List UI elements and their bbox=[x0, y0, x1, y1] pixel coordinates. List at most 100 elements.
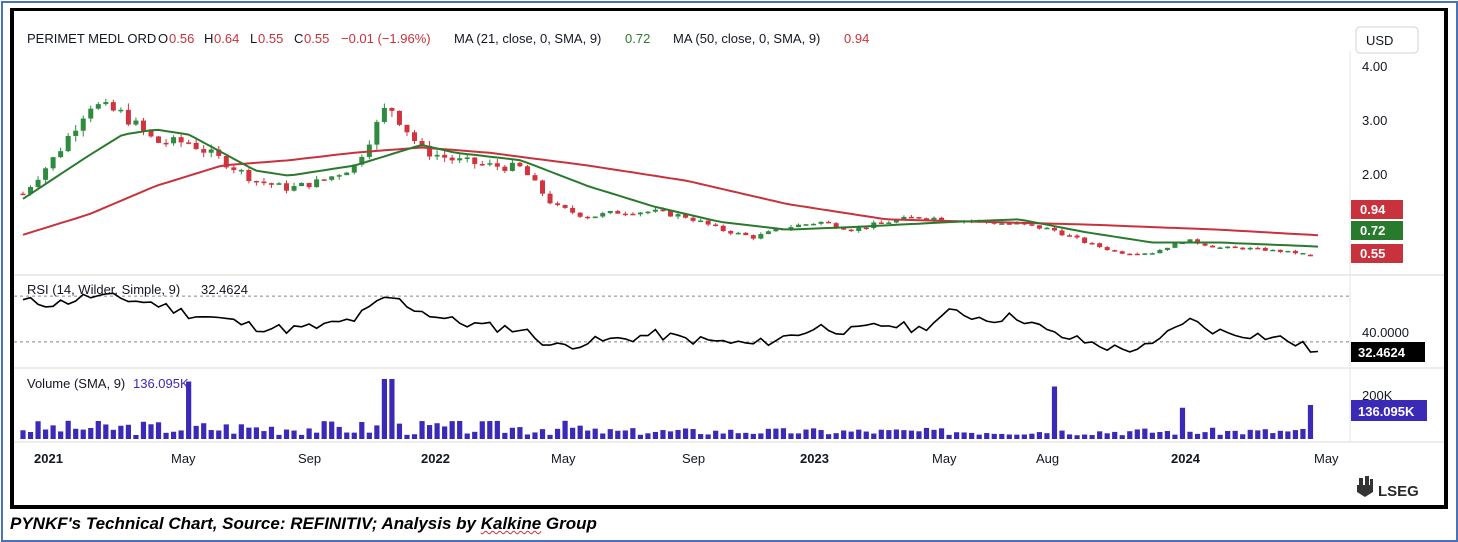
candle-up bbox=[103, 102, 109, 105]
volume-bar bbox=[1074, 435, 1080, 439]
volume-bar bbox=[893, 429, 899, 439]
volume-bar bbox=[1097, 431, 1103, 439]
rsi-legend: RSI (14, Wilder, Simple, 9) 32.4624 40.0… bbox=[27, 282, 1425, 362]
volume-bar bbox=[645, 433, 651, 439]
candle-up bbox=[80, 118, 86, 131]
ma21-badge bbox=[1351, 221, 1403, 240]
candle-down bbox=[841, 227, 847, 230]
candle-up bbox=[698, 220, 704, 223]
volume-bar bbox=[193, 425, 199, 439]
volume-bar bbox=[570, 427, 576, 439]
candle-down bbox=[1104, 247, 1110, 251]
candle-up bbox=[464, 157, 470, 159]
candle-up bbox=[803, 224, 809, 226]
volume-bar bbox=[1225, 430, 1231, 439]
candle-up bbox=[1157, 249, 1163, 254]
candle-up bbox=[35, 179, 41, 187]
caption-underlined: Kalkine bbox=[480, 514, 542, 533]
candle-down bbox=[630, 213, 636, 216]
volume-bar bbox=[923, 427, 930, 439]
chart-area: PERIMET MEDL ORD O 0.56 H 0.64 L 0.55 C … bbox=[14, 11, 1444, 505]
candle-down bbox=[532, 175, 538, 181]
candle-up bbox=[999, 223, 1005, 225]
currency-label: USD bbox=[1366, 33, 1393, 48]
volume-bar bbox=[547, 434, 553, 439]
volume-bar bbox=[622, 430, 628, 439]
candle-down bbox=[502, 166, 508, 171]
volume-bar bbox=[329, 421, 335, 439]
candle-down bbox=[540, 180, 546, 194]
volume-bar bbox=[306, 428, 312, 439]
price-pane bbox=[20, 98, 1319, 257]
volume-badge bbox=[1351, 400, 1427, 421]
high-value: 0.64 bbox=[214, 31, 239, 46]
currency-button-box[interactable] bbox=[1355, 26, 1419, 54]
candle-up bbox=[95, 104, 101, 109]
volume-bar bbox=[1307, 404, 1314, 439]
rsi-value: 32.4624 bbox=[201, 282, 248, 297]
volume-bar bbox=[773, 428, 779, 439]
volume-bar bbox=[336, 426, 342, 439]
candle-down bbox=[216, 149, 222, 156]
time-tick-2024: 2024 bbox=[1171, 451, 1201, 466]
candle-down bbox=[223, 155, 229, 168]
candle-down bbox=[690, 217, 696, 221]
candle-down bbox=[562, 205, 568, 208]
candle-down bbox=[1277, 249, 1283, 252]
volume-bar bbox=[607, 429, 613, 439]
volume-bar bbox=[901, 430, 907, 439]
volume-bar bbox=[750, 433, 756, 439]
candle-down bbox=[412, 132, 418, 142]
time-tick-2023: 2023 bbox=[800, 451, 829, 466]
volume-bar bbox=[562, 420, 568, 439]
ma50-label: MA (50, close, 0, SMA, 9) bbox=[673, 31, 820, 46]
volume-bar bbox=[698, 434, 704, 439]
candle-down bbox=[306, 182, 312, 188]
volume-bar bbox=[1277, 430, 1283, 439]
candle-up bbox=[645, 211, 651, 214]
volume-bar bbox=[1240, 434, 1246, 439]
volume-bar bbox=[419, 421, 425, 439]
candle-down bbox=[389, 107, 395, 111]
volume-bar bbox=[999, 433, 1005, 439]
candle-up bbox=[1044, 227, 1050, 230]
candle-up bbox=[607, 211, 613, 214]
candle-down bbox=[833, 223, 839, 228]
volume-bar bbox=[163, 432, 169, 439]
time-tick-aug-2023: Aug bbox=[1036, 451, 1059, 466]
volume-bar bbox=[532, 432, 538, 439]
volume-bar bbox=[494, 420, 500, 439]
volume-bar bbox=[298, 434, 305, 439]
volume-bar bbox=[969, 432, 975, 439]
candle-up bbox=[735, 232, 741, 235]
currency-button[interactable]: USD bbox=[1355, 26, 1419, 54]
candle-down bbox=[848, 229, 854, 232]
candle-up bbox=[28, 186, 34, 194]
candle-up bbox=[509, 162, 515, 171]
volume-bar bbox=[1270, 433, 1276, 439]
volume-bar bbox=[65, 420, 71, 439]
volume-bar bbox=[1172, 434, 1178, 439]
volume-bar bbox=[1179, 407, 1186, 439]
candle-up bbox=[43, 168, 49, 180]
volume-bar bbox=[848, 431, 854, 439]
last-price-badge-text: 0.55 bbox=[1360, 246, 1385, 261]
volume-bar bbox=[472, 431, 478, 439]
time-tick-may-2021: May bbox=[171, 451, 196, 466]
candle-down bbox=[1082, 237, 1088, 243]
volume-bar bbox=[1292, 430, 1299, 439]
candle-up bbox=[359, 156, 365, 165]
volume-bar bbox=[321, 421, 327, 439]
time-tick-2022: 2022 bbox=[421, 451, 450, 466]
volume-bar bbox=[878, 429, 884, 439]
volume-bar bbox=[73, 428, 79, 439]
candle-down bbox=[916, 217, 922, 219]
candle-down bbox=[1119, 251, 1125, 254]
candle-up bbox=[1270, 249, 1276, 252]
candle-up bbox=[637, 212, 643, 215]
time-tick-may-2022: May bbox=[551, 451, 576, 466]
price-legend: PERIMET MEDL ORD O 0.56 H 0.64 L 0.55 C … bbox=[27, 31, 869, 46]
volume-bar bbox=[1081, 434, 1088, 439]
candle-down bbox=[178, 137, 184, 143]
candle-up bbox=[50, 157, 56, 169]
